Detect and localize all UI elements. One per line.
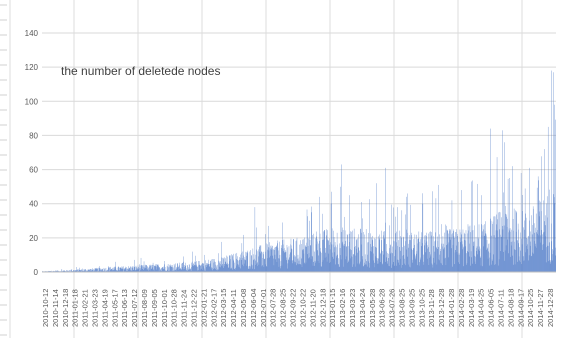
- x-tick-label: 2011-07-12: [130, 289, 139, 327]
- x-tick-label: 2011-01-18: [71, 289, 80, 327]
- x-tick-label: 2010-11-14: [51, 289, 60, 327]
- x-tick-label: 2013-06-28: [378, 289, 387, 327]
- x-tick-label: 2013-08-25: [397, 289, 406, 327]
- x-axis-tick-labels: 2010-10-12 2010-11-14 2010-12-18 2011-01-18…: [41, 289, 555, 327]
- x-tick-label: 2013-10-25: [417, 289, 426, 327]
- y-tick-label: 40: [29, 200, 38, 209]
- x-tick-label: 2013-11-28: [427, 289, 436, 327]
- x-tick-label: 2012-07-28: [269, 289, 278, 327]
- x-tick-label: 2010-12-18: [61, 289, 70, 327]
- x-tick-label: 2013-01-15: [328, 289, 337, 327]
- x-tick-label: 2013-12-28: [437, 289, 446, 327]
- x-tick-label: 2014-02-28: [457, 289, 466, 327]
- y-tick-label: 80: [29, 131, 38, 140]
- x-tick-label: 2014-08-18: [506, 289, 515, 327]
- x-tick-label: 2011-09-05: [150, 289, 159, 327]
- spreadsheet-gridlines: [0, 0, 523, 338]
- x-tick-label: 2011-11-24: [180, 290, 189, 327]
- x-tick-label: 2012-08-25: [279, 289, 288, 327]
- y-tick-label: 0: [34, 268, 39, 277]
- x-tick-label: 2013-02-16: [338, 289, 347, 327]
- x-tick-label: 2013-03-23: [348, 289, 357, 327]
- x-tick-label: 2012-12-18: [318, 289, 327, 327]
- x-tick-label: 2012-07-01: [259, 289, 268, 327]
- x-tick-label: 2014-06-05: [487, 289, 496, 327]
- chart-title: the number of deletede nodes: [61, 64, 220, 78]
- x-tick-label: 2011-02-21: [81, 289, 90, 327]
- x-tick-label: 2014-07-11: [496, 289, 505, 327]
- x-tick-label: 2012-11-20: [308, 289, 317, 327]
- y-tick-label: 100: [25, 97, 39, 106]
- x-tick-label: 2014-10-25: [526, 289, 535, 327]
- x-tick-label: 2011-10-28: [170, 289, 179, 327]
- x-tick-label: 2012-09-22: [289, 289, 298, 327]
- x-tick-label: 2012-01-21: [199, 289, 208, 327]
- x-tick-label: 2013-09-25: [407, 289, 416, 327]
- y-tick-label: 20: [29, 234, 38, 243]
- x-tick-label: 2012-02-17: [209, 289, 218, 327]
- x-tick-label: 2012-04-11: [229, 289, 238, 327]
- x-tick-label: 2014-04-25: [477, 289, 486, 327]
- x-tick-label: 2011-08-09: [140, 289, 149, 327]
- y-tick-label: 60: [29, 166, 38, 175]
- horizontal-gridlines: [42, 32, 556, 239]
- x-tick-label: 2011-12-22: [190, 289, 199, 327]
- x-tick-label: 2011-03-23: [91, 289, 100, 327]
- x-tick-label: 2012-03-15: [219, 289, 228, 327]
- x-tick-label: 2014-09-17: [516, 289, 525, 327]
- x-tick-label: 2011-06-13: [120, 289, 129, 327]
- x-tick-label: 2012-05-08: [239, 289, 248, 327]
- x-tick-label: 2011-10-01: [160, 289, 169, 327]
- bar-series: [42, 70, 556, 272]
- x-tick-label: 2013-04-24: [358, 289, 367, 327]
- x-tick-label: 2014-03-19: [467, 289, 476, 327]
- x-tick-label: 2013-07-26: [388, 289, 397, 327]
- x-tick-label: 2011-05-17: [110, 289, 119, 327]
- y-tick-label: 120: [25, 63, 39, 72]
- y-tick-label: 140: [25, 29, 39, 38]
- x-tick-label: 2014-11-27: [536, 289, 545, 327]
- x-tick-label: 2013-05-28: [368, 289, 377, 327]
- y-axis-tick-labels: 0 20 40 60 80 100 120 140: [25, 29, 39, 277]
- x-tick-label: 2010-10-12: [41, 289, 50, 327]
- x-tick-label: 2012-10-22: [298, 289, 307, 327]
- x-tick-label: 2011-04-19: [100, 289, 109, 327]
- x-tick-label: 2014-12-28: [546, 289, 555, 327]
- x-tick-label: 2014-01-28: [447, 289, 456, 327]
- x-tick-label: 2012-06-04: [249, 289, 258, 327]
